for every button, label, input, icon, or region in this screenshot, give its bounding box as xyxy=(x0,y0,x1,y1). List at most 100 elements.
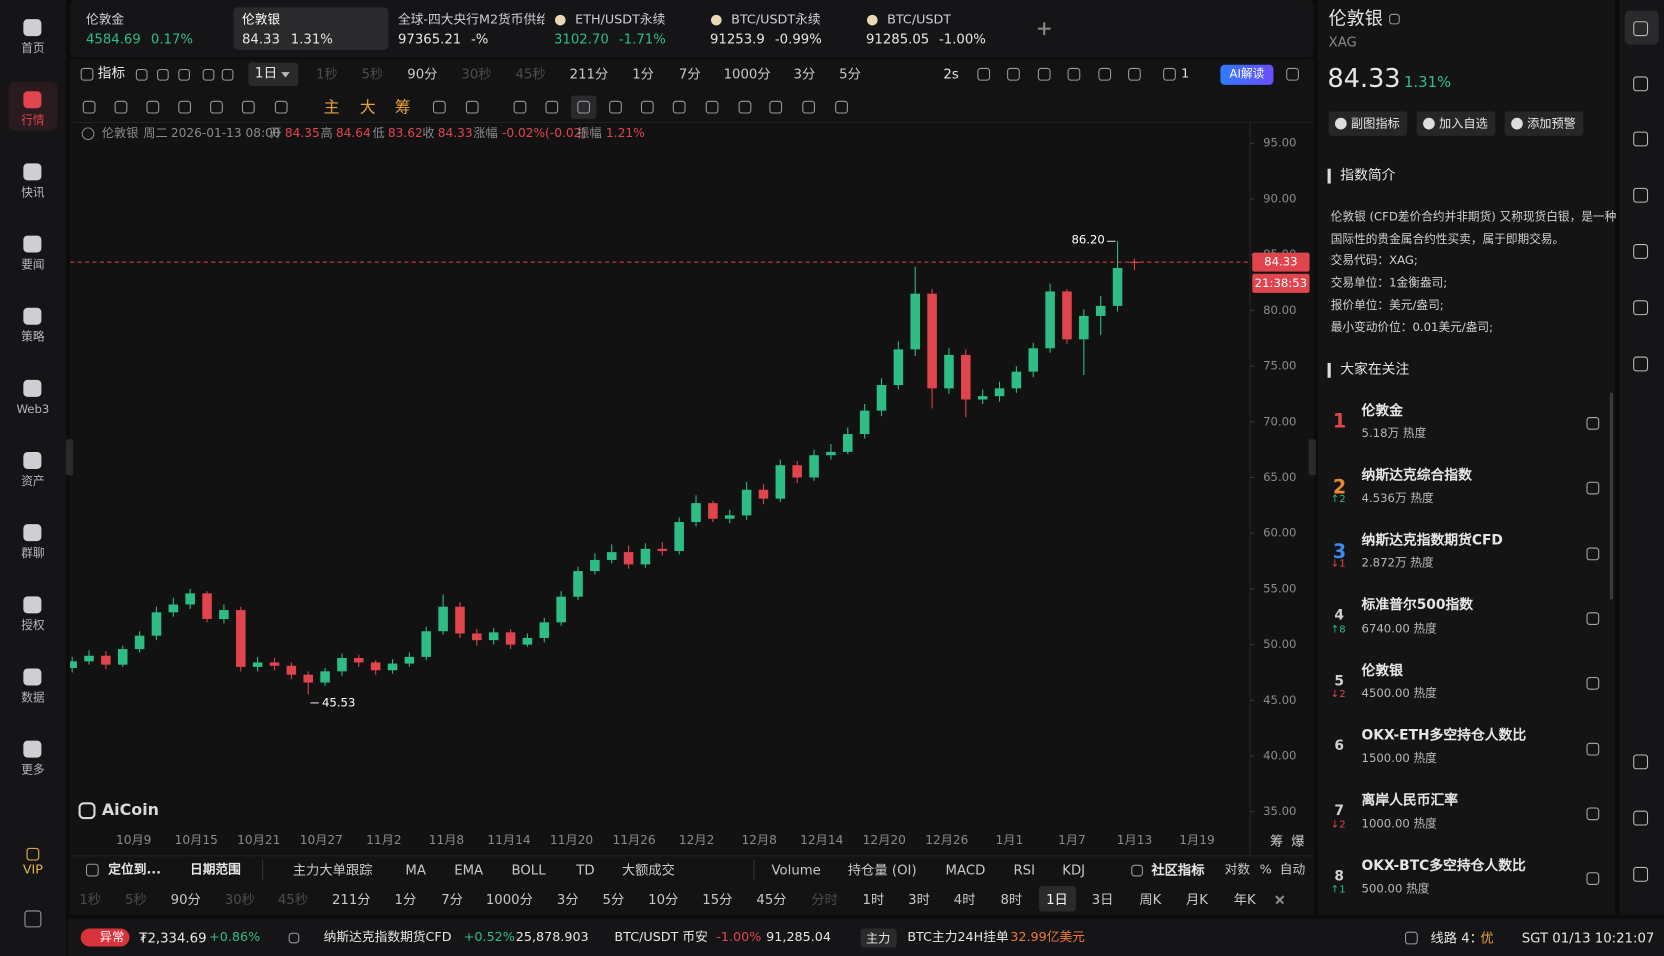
interval-select[interactable] xyxy=(248,62,299,86)
icon[interactable] xyxy=(835,100,848,114)
tab-change[interactable]: 0.17% xyxy=(150,30,194,47)
timeframe-option[interactable]: 45秒 xyxy=(277,891,308,908)
watch-name[interactable]: 标准普尔500指数 xyxy=(1361,597,1474,614)
tab-add[interactable] xyxy=(1043,22,1046,35)
icon[interactable] xyxy=(1007,67,1020,81)
toolbar-indicator[interactable]: 指标 xyxy=(97,65,126,82)
refresh-rate[interactable]: 2s xyxy=(943,65,959,82)
icon[interactable] xyxy=(26,847,40,861)
icon[interactable] xyxy=(1633,21,1649,37)
interval-option[interactable]: 90分 xyxy=(407,65,438,82)
icon[interactable] xyxy=(1389,13,1400,25)
tab-change[interactable]: -0.99% xyxy=(774,30,822,47)
nav-item[interactable]: 群聊 xyxy=(21,546,45,561)
icon[interactable] xyxy=(1067,67,1081,81)
icon[interactable] xyxy=(1586,612,1600,625)
indicator-option[interactable]: EMA xyxy=(454,861,484,878)
tab-price[interactable]: 3102.70 xyxy=(553,30,609,47)
interval-option[interactable]: 3分 xyxy=(793,65,816,82)
tab-price[interactable]: 4584.69 xyxy=(85,30,141,47)
icon[interactable] xyxy=(705,100,719,114)
icon[interactable] xyxy=(977,67,991,81)
indicator-option[interactable]: BOLL xyxy=(511,861,546,878)
icon[interactable] xyxy=(1586,417,1600,430)
icon[interactable] xyxy=(1586,807,1600,821)
timeframe-option[interactable]: 10分 xyxy=(648,891,679,908)
icon[interactable] xyxy=(738,100,752,114)
sub-indicator-option[interactable]: KDJ xyxy=(1062,861,1086,878)
timeframe-option[interactable]: 月K xyxy=(1186,891,1209,908)
interval-option[interactable]: 30秒 xyxy=(461,65,492,82)
icon[interactable] xyxy=(177,68,190,81)
icon[interactable] xyxy=(1633,187,1649,203)
tab-price[interactable]: 97365.21 xyxy=(397,30,462,47)
sub-indicator-option[interactable]: Volume xyxy=(771,861,821,878)
timeframe-option[interactable]: 1分 xyxy=(394,891,417,908)
icon[interactable] xyxy=(274,100,288,114)
icon[interactable] xyxy=(1633,76,1649,92)
icon[interactable] xyxy=(146,100,160,114)
tab-price[interactable]: 91253.9 xyxy=(709,30,765,47)
timeframe-option[interactable]: 1时 xyxy=(862,891,885,908)
alert-pill[interactable] xyxy=(80,928,130,947)
icon[interactable] xyxy=(241,100,255,114)
watch-name[interactable]: OKX-BTC多空持仓人数比 xyxy=(1361,858,1526,874)
timeframe-option[interactable]: 4时 xyxy=(953,891,976,908)
interval-option[interactable]: 5秒 xyxy=(361,65,384,82)
icon[interactable] xyxy=(513,100,527,114)
nav-item[interactable]: 策略 xyxy=(21,329,45,344)
icon[interactable] xyxy=(114,100,128,114)
indicator-option[interactable]: 大额成交 xyxy=(621,861,675,878)
detail-button-label[interactable]: 加入自选 xyxy=(1438,115,1488,131)
nav-vip[interactable]: VIP xyxy=(22,861,43,877)
sub-indicator-option[interactable]: 持仓量 (OI) xyxy=(847,861,917,878)
icon[interactable] xyxy=(221,68,233,81)
interval-option[interactable]: 211分 xyxy=(569,65,609,82)
detail-button-label[interactable]: 添加预警 xyxy=(1527,115,1576,131)
watch-name[interactable]: 离岸人民币汇率 xyxy=(1361,793,1459,809)
icon[interactable] xyxy=(1163,67,1176,81)
tab-name[interactable]: BTC/USDT永续 xyxy=(731,11,821,27)
layer-count[interactable]: 1 xyxy=(1181,65,1190,81)
timeframe-option[interactable]: 30秒 xyxy=(224,891,255,908)
sub-indicator-option[interactable]: MACD xyxy=(945,861,986,878)
detail-button-label[interactable]: 副图指标 xyxy=(1350,115,1400,131)
nav-icon[interactable] xyxy=(23,379,42,397)
timeframe-option[interactable]: 分时 xyxy=(811,891,838,908)
tab-price[interactable]: 84.33 xyxy=(241,30,280,47)
icon[interactable] xyxy=(1633,244,1649,259)
timeframe-option[interactable]: 5分 xyxy=(602,891,625,908)
ai-button-label[interactable]: AI解读 xyxy=(1229,66,1265,81)
icon[interactable] xyxy=(288,932,300,944)
nav-item[interactable]: 快讯 xyxy=(21,185,45,200)
tab-change[interactable]: -1.00% xyxy=(938,30,986,47)
timeframe-option[interactable]: 1日 xyxy=(1046,891,1068,908)
icon[interactable] xyxy=(1098,67,1112,81)
collapse-handle[interactable] xyxy=(65,439,74,476)
timeframe-option[interactable]: 1秒 xyxy=(79,891,102,908)
watch-name[interactable]: 伦敦金 xyxy=(1361,402,1403,419)
timeframe-option[interactable]: 1000分 xyxy=(485,891,533,908)
timeframe-option[interactable]: 3分 xyxy=(556,891,579,908)
nav-icon[interactable] xyxy=(23,235,42,253)
icon[interactable] xyxy=(545,100,559,114)
nav-item[interactable]: 行情 xyxy=(21,113,45,128)
chart-option[interactable]: 自动 xyxy=(1279,861,1306,877)
timeframe-option[interactable]: 8时 xyxy=(1000,891,1023,908)
tab-change[interactable]: 1.31% xyxy=(290,30,333,47)
icon[interactable] xyxy=(1633,754,1649,770)
interval-option[interactable]: 1000分 xyxy=(723,65,771,82)
timeframe-option[interactable]: 7分 xyxy=(441,891,463,908)
interval-option[interactable]: 7分 xyxy=(678,65,701,82)
chart-option[interactable]: % xyxy=(1259,861,1272,877)
icon[interactable] xyxy=(609,100,622,114)
nav-icon[interactable] xyxy=(23,163,42,181)
nav-icon[interactable] xyxy=(23,91,42,109)
timeframe-option[interactable]: 90分 xyxy=(170,891,201,908)
locate-button[interactable]: 定位到... xyxy=(108,861,161,877)
icon[interactable] xyxy=(1633,131,1649,147)
interval-option[interactable]: 1秒 xyxy=(315,65,338,82)
icon[interactable] xyxy=(24,910,42,928)
icon[interactable] xyxy=(672,100,686,114)
tab-change[interactable]: -% xyxy=(470,30,489,47)
